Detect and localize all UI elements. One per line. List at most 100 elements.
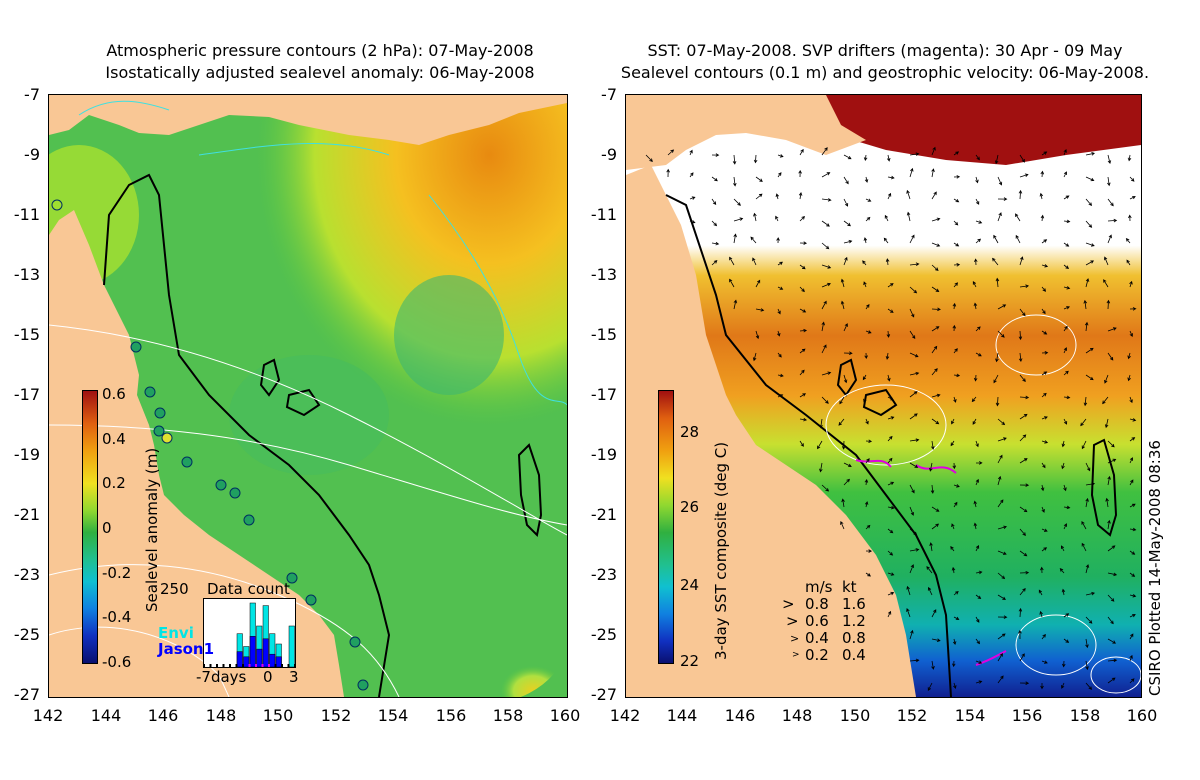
colorbar-tick: 22 [680, 652, 700, 670]
velocity-arrow [975, 570, 983, 575]
velocity-arrow [864, 501, 869, 508]
velocity-arrow [777, 154, 784, 158]
velocity-arrow [799, 393, 807, 398]
velocity-arrow [1085, 278, 1090, 288]
velocity-arrow [887, 175, 895, 180]
velocity-arrow [1018, 330, 1023, 341]
velocity-arrow [1085, 260, 1095, 266]
velocity-arrow [1041, 440, 1049, 444]
velocity-arrow [1107, 440, 1115, 448]
velocity-arrow [1107, 458, 1117, 464]
velocity-arrow [1107, 638, 1117, 644]
velocity-arrow [821, 198, 832, 202]
velocity-arrow [1019, 154, 1025, 163]
velocity-arrow [909, 234, 915, 244]
velocity-arrow [1041, 286, 1047, 292]
new-guinea-landmass [626, 95, 866, 170]
left-title-line2: Isostatically adjusted sealevel anomaly:… [105, 63, 535, 82]
velocity-arrow [843, 351, 853, 355]
altimeter-point [349, 636, 361, 648]
velocity-arrow [1018, 189, 1023, 200]
velocity-arrow [865, 549, 873, 553]
velocity-arrow [887, 192, 892, 200]
velocity-arrow [711, 176, 718, 182]
velocity-arrow [1085, 347, 1094, 354]
velocity-arrow [886, 154, 891, 162]
velocity-arrow [1081, 542, 1087, 552]
x-tick-label: 142 [609, 706, 641, 725]
sealevel-anomaly-field [49, 95, 567, 697]
velocity-arrow [953, 175, 961, 179]
velocity-arrow [1129, 572, 1136, 577]
velocity-arrow [1107, 572, 1118, 577]
reef-outline [259, 358, 281, 397]
y-tick-label: -23 [13, 565, 40, 584]
velocity-arrow [927, 682, 933, 691]
velocity-arrow [799, 286, 805, 293]
velocity-arrow [863, 281, 867, 288]
velocity-arrow [1063, 505, 1071, 510]
velocity-arrow [645, 154, 653, 162]
velocity-arrow [909, 352, 919, 358]
y-tick-label: -13 [590, 265, 617, 284]
velocity-arrow [799, 264, 806, 270]
x-tick-label: 150 [839, 706, 871, 725]
velocity-arrow [1129, 654, 1133, 662]
velocity-arrow [777, 172, 782, 178]
velocity-arrow [843, 374, 848, 384]
velocity-arrow [777, 330, 781, 337]
velocity-arrow [1129, 457, 1133, 464]
velocity-arrow [887, 416, 895, 420]
velocity-arrow [799, 308, 807, 313]
velocity-arrow [975, 352, 982, 357]
velocity-arrow [926, 566, 933, 574]
legend-kt-value: 1.2 [842, 612, 866, 630]
velocity-arrow [863, 154, 868, 162]
velocity-arrow [821, 321, 825, 332]
velocity-arrow [1107, 475, 1111, 486]
velocity-arrow [865, 458, 870, 464]
velocity-arrow [909, 286, 918, 294]
velocity-arrow [1107, 198, 1114, 207]
velocity-arrow [1127, 154, 1132, 162]
data-count-inset: 250 Data count Envi Jason1 -7days 0 3 [150, 580, 300, 690]
velocity-arrow [821, 300, 827, 310]
velocity-arrow [975, 461, 983, 465]
velocity-arrow [931, 440, 935, 450]
y-tick-label: -9 [601, 145, 617, 164]
velocity-arrow [689, 172, 694, 178]
velocity-arrow [1081, 520, 1087, 530]
sealevel-contour [825, 384, 947, 466]
velocity-arrow [711, 198, 717, 205]
inset-ymax-label: 250 [160, 580, 189, 598]
reef-outline [285, 388, 321, 417]
velocity-arrow [997, 176, 1003, 186]
velocity-arrow [1085, 152, 1095, 156]
velocity-arrow [1040, 683, 1044, 690]
velocity-arrow [839, 396, 845, 405]
velocity-arrow [1018, 352, 1023, 363]
velocity-arrow [973, 302, 978, 310]
velocity-arrow [777, 352, 782, 358]
cool-patch [394, 275, 504, 395]
velocity-arrow [689, 220, 696, 224]
velocity-arrow [1061, 545, 1065, 552]
x-tick-label: 152 [896, 706, 928, 725]
velocity-arrow [887, 505, 895, 510]
y-tick-label: -15 [13, 325, 40, 344]
sealevel-anomaly-map [48, 94, 568, 698]
velocity-arrow [865, 216, 871, 222]
velocity-arrow [711, 260, 718, 266]
velocity-arrow [1040, 484, 1045, 492]
shelf-contour [665, 194, 952, 697]
velocity-arrow [1062, 660, 1066, 668]
velocity-arrow [733, 198, 741, 206]
velocity-arrow [931, 168, 935, 178]
velocity-arrow [975, 478, 979, 486]
velocity-arrow [1107, 176, 1111, 187]
velocity-arrow [841, 440, 846, 450]
velocity-arrow [838, 418, 845, 426]
velocity-arrow [931, 418, 940, 425]
velocity-arrow [1129, 594, 1137, 598]
velocity-arrow [1041, 264, 1049, 268]
